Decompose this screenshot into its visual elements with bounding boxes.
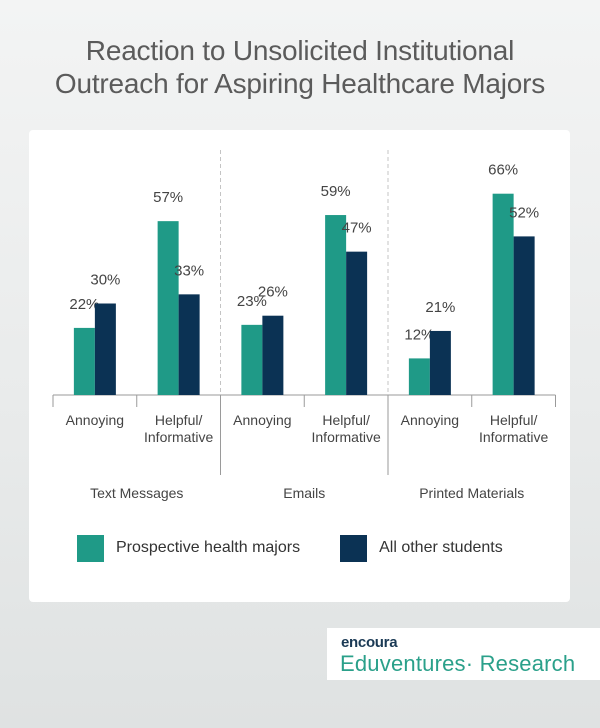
chart-title-line-1: Reaction to Unsolicited Institutional: [85, 35, 515, 66]
legend-item-other: All other students: [340, 534, 503, 562]
chart-title-line-2: Outreach for Aspiring Healthcare Majors: [54, 68, 546, 99]
category-label: Informative: [479, 429, 548, 445]
data-label: 47%: [342, 220, 372, 237]
data-label: 66%: [488, 162, 518, 179]
data-label: 26%: [258, 284, 288, 301]
bar-health: [73, 327, 95, 395]
legend-item-health: Prospective health majors: [77, 534, 301, 562]
category-label: Informative: [312, 429, 381, 445]
data-label: 22%: [69, 296, 99, 313]
bar-other: [262, 315, 284, 395]
bar-chart: 22% 30% Annoying 57% 33% Helpful/Informative T…: [52, 150, 556, 501]
data-label: 33%: [174, 262, 204, 279]
category-label: Helpful/: [322, 412, 370, 428]
data-label: 23%: [237, 293, 267, 310]
bar-health: [492, 193, 514, 395]
category-label: Helpful/: [490, 412, 538, 428]
bar-other: [346, 251, 368, 395]
data-label: 59%: [321, 183, 351, 200]
legend-swatch-health: [77, 534, 104, 562]
logo-brand: encoura: [341, 634, 398, 651]
category-label: Informative: [144, 429, 213, 445]
chart-card: 22% 30% Annoying 57% 33% Helpful/Informative T…: [29, 130, 570, 602]
group-label: Emails: [283, 485, 325, 501]
bar-health: [157, 221, 179, 395]
data-label: 12%: [404, 326, 434, 343]
data-label: 21%: [425, 299, 455, 316]
bar-health: [325, 215, 347, 395]
category-label: Annoying: [66, 412, 124, 428]
bar-other: [513, 236, 535, 395]
data-label: 52%: [509, 204, 539, 221]
bar-health: [241, 324, 263, 395]
category-label: Annoying: [233, 412, 291, 428]
bar-other: [429, 330, 451, 395]
group-label: Printed Materials: [419, 485, 524, 501]
group-label: Text Messages: [90, 485, 183, 501]
data-label: 57%: [153, 189, 183, 206]
bar-other: [178, 294, 200, 395]
data-label: 30%: [90, 272, 120, 289]
category-label: Annoying: [401, 412, 459, 428]
chart-title: Reaction to Unsolicited Institutional Ou…: [0, 34, 600, 100]
legend-label-health: Prospective health majors: [116, 539, 301, 556]
bar-health: [408, 358, 430, 395]
logo-research: Eduventures· Research: [340, 651, 576, 676]
legend-label-other: All other students: [379, 539, 503, 556]
eduventures-logo: encoura Eduventures· Research: [327, 628, 600, 680]
category-label: Helpful/: [155, 412, 203, 428]
chart-legend: Prospective health majors All other stud…: [77, 534, 543, 562]
bar-other: [94, 303, 116, 395]
legend-swatch-other: [340, 534, 368, 562]
